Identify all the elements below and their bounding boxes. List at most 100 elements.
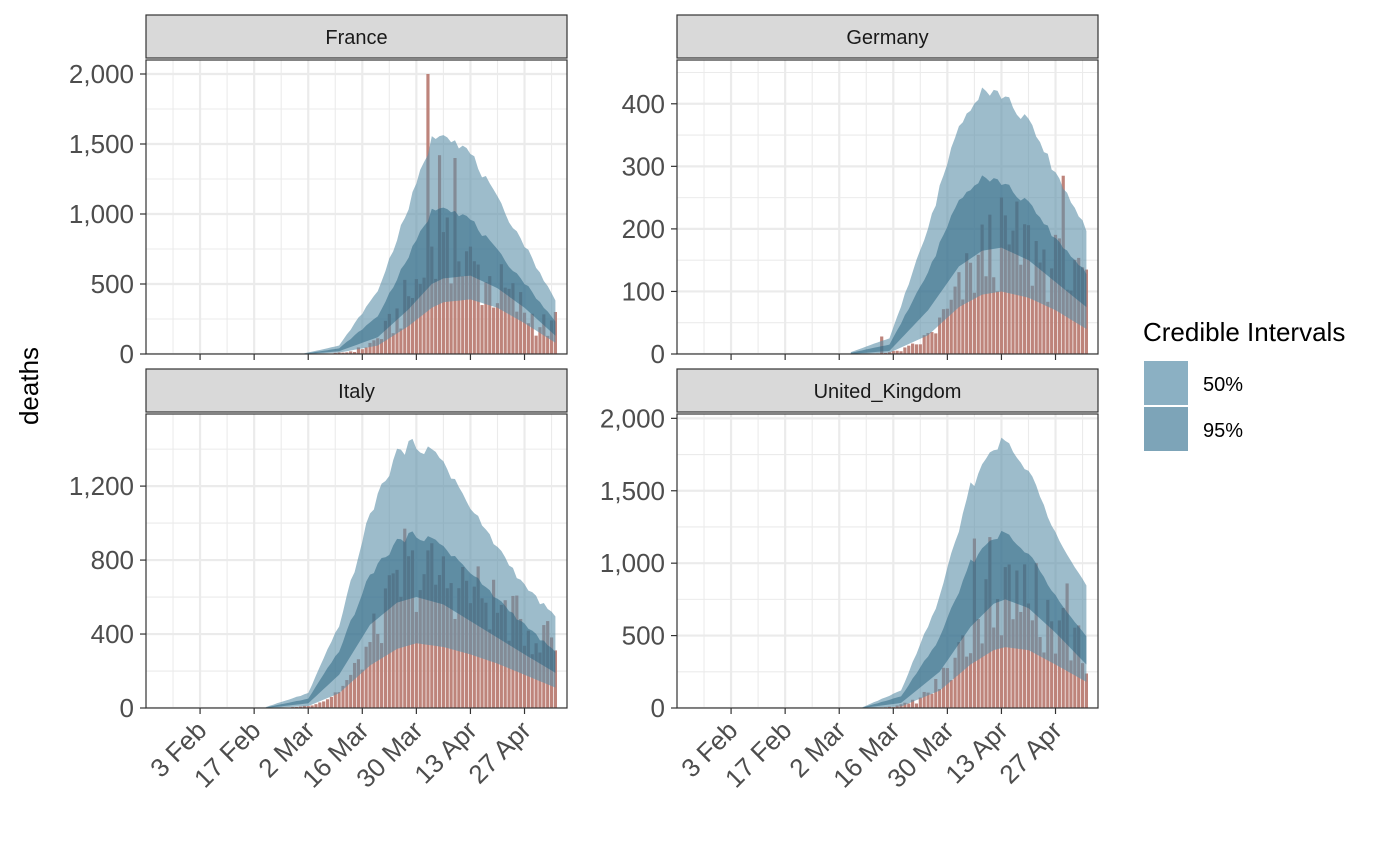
- legend: Credible Intervals 50% 95%: [1143, 317, 1345, 451]
- y-tick-label-france: 1,000: [69, 199, 134, 229]
- bar-united-kingdom: [938, 689, 942, 708]
- panel-france: France 0 500 1,000 1,500 2,000: [69, 14, 568, 369]
- bar-united-kingdom: [945, 668, 949, 708]
- bar-france: [484, 282, 488, 354]
- bar-germany: [968, 262, 973, 354]
- bar-france: [476, 264, 480, 354]
- bar-france: [538, 327, 542, 354]
- bar-germany: [961, 299, 965, 354]
- bar-germany: [903, 347, 907, 354]
- bar-france: [522, 312, 527, 354]
- bar-italy: [507, 640, 511, 708]
- bar-united-kingdom: [1026, 603, 1031, 708]
- y-tick-label-united-kingdom: 500: [622, 621, 665, 651]
- bar-france: [492, 307, 496, 354]
- x-tick-label-united-kingdom: 27 Apr: [993, 715, 1068, 790]
- legend-label-95: 95%: [1203, 420, 1243, 442]
- x-tick-label-italy: 27 Apr: [462, 715, 537, 790]
- bar-germany: [926, 333, 930, 354]
- strip-united-kingdom: [676, 368, 1099, 413]
- bar-italy: [522, 645, 527, 708]
- bar-united-kingdom: [922, 691, 926, 708]
- bar-italy: [553, 650, 557, 708]
- bar-germany: [922, 335, 926, 354]
- panel-border-france: [145, 59, 568, 355]
- bar-united-kingdom: [895, 705, 899, 708]
- bar-france: [356, 347, 361, 354]
- bar-france: [503, 287, 507, 354]
- y-tick-label-italy: 800: [91, 545, 134, 575]
- bar-united-kingdom: [1042, 652, 1046, 708]
- bar-italy: [468, 603, 473, 708]
- y-tick-label-united-kingdom: 1,500: [600, 476, 665, 506]
- y-tick-label-france: 500: [91, 269, 134, 299]
- bar-germany: [1050, 268, 1054, 354]
- bar-united-kingdom: [1038, 637, 1042, 708]
- bar-france: [341, 352, 345, 354]
- bar-germany: [941, 309, 946, 354]
- panel-border-italy: [145, 413, 568, 709]
- bar-united-kingdom: [930, 693, 934, 708]
- panel-germany: Germany 0 100 200 300 400: [622, 14, 1099, 369]
- bar-italy: [325, 699, 330, 708]
- bar-france: [380, 339, 384, 354]
- bar-france: [352, 351, 357, 354]
- bar-france: [495, 303, 500, 354]
- bar-italy: [356, 659, 361, 708]
- y-tick-label-germany: 100: [622, 276, 665, 306]
- y-tick-label-germany: 0: [651, 339, 665, 369]
- bar-germany: [918, 344, 922, 354]
- bar-united-kingdom: [941, 667, 946, 708]
- bar-italy: [333, 692, 337, 708]
- bar-italy: [445, 588, 449, 708]
- bar-germany: [938, 317, 942, 354]
- bar-united-kingdom: [926, 692, 930, 708]
- y-tick-label-germany: 300: [622, 151, 665, 181]
- bar-germany: [945, 308, 949, 354]
- y-tick-label-france: 2,000: [69, 59, 134, 89]
- bar-germany: [972, 292, 976, 354]
- bar-germany: [1046, 301, 1050, 354]
- band-50-italy: [265, 531, 556, 708]
- y-tick-label-united-kingdom: 1,000: [600, 548, 665, 578]
- bar-italy: [418, 590, 422, 708]
- y-tick-label-germany: 400: [622, 89, 665, 119]
- plot-area-united-kingdom: [677, 414, 1098, 708]
- bar-italy: [434, 584, 438, 708]
- bar-united-kingdom: [980, 643, 984, 708]
- bar-italy: [345, 680, 349, 708]
- legend-title: Credible Intervals: [1143, 317, 1345, 347]
- band-50-france: [304, 207, 556, 354]
- bar-germany: [949, 299, 953, 354]
- bar-united-kingdom: [999, 635, 1004, 708]
- strip-label-france: France: [325, 27, 387, 49]
- bar-italy: [488, 629, 492, 708]
- bar-germany: [957, 272, 961, 354]
- bar-germany: [1030, 285, 1034, 354]
- bar-france: [507, 288, 511, 354]
- y-tick-label-france: 1,500: [69, 129, 134, 159]
- bar-france: [345, 352, 349, 354]
- bar-germany: [887, 352, 892, 354]
- panel-border-united-kingdom: [676, 413, 1099, 709]
- bar-italy: [302, 705, 306, 708]
- bar-france: [349, 351, 353, 354]
- bar-france: [488, 276, 492, 354]
- bar-germany: [984, 276, 988, 354]
- bar-united-kingdom: [1069, 660, 1073, 708]
- bar-italy: [322, 701, 326, 708]
- y-axis-label: deaths: [14, 347, 44, 425]
- bar-united-kingdom: [1080, 663, 1085, 708]
- bar-united-kingdom: [934, 678, 938, 708]
- bar-germany: [930, 332, 934, 354]
- bar-united-kingdom: [903, 702, 907, 708]
- strip-label-italy: Italy: [338, 381, 375, 403]
- bar-france: [553, 312, 557, 354]
- bar-italy: [298, 706, 303, 708]
- bar-germany: [899, 351, 903, 354]
- bar-france: [526, 323, 530, 354]
- bar-united-kingdom: [957, 642, 961, 708]
